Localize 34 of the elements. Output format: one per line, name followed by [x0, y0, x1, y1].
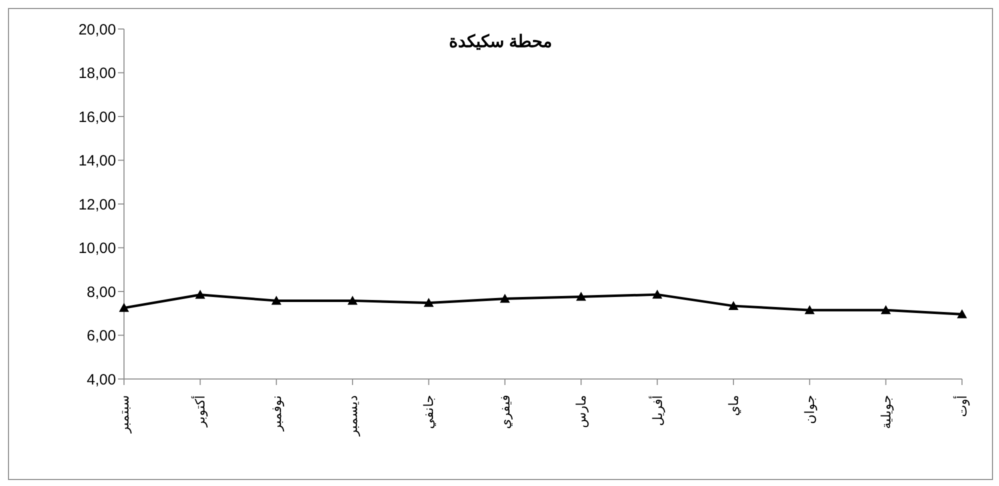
y-tick-label: 18,00 [78, 65, 116, 82]
point [576, 292, 586, 301]
point [880, 305, 891, 314]
point [804, 305, 815, 314]
point [652, 290, 662, 299]
x-tick-label: جويلية [878, 395, 894, 429]
y-tick-label: 14,00 [78, 152, 116, 170]
x-tick-label: نوفمبر [268, 395, 285, 432]
x-tick-label: مارس [574, 395, 590, 428]
y-tick-label: 16,00 [78, 108, 116, 126]
x-tick-label: فيفري [497, 395, 514, 429]
point [500, 294, 510, 303]
y-tick-label: 20,00 [78, 21, 116, 38]
y-tick-label: 8,00 [86, 284, 116, 301]
y-tick-label: 6,00 [86, 328, 116, 345]
chart-title: محطة سكيكدة [449, 32, 552, 51]
x-tick-label: أوت [954, 395, 970, 417]
point [957, 309, 967, 318]
x-tick-label: ديسمبر [345, 395, 362, 437]
x-tick-label: أكتوبر [192, 395, 209, 428]
y-tick-label: 10,00 [78, 240, 116, 258]
point [195, 290, 206, 299]
x-tick-label: أفريل [648, 395, 666, 426]
x-tick-label: جانفي [421, 395, 436, 429]
x-tick-label: ماي [726, 395, 741, 416]
point [119, 302, 129, 312]
x-tick-label: جوان [802, 395, 818, 424]
point [424, 298, 434, 307]
y-tick-label: 12,00 [78, 196, 116, 214]
x-tick-label: سبتمبر [116, 395, 132, 434]
point [271, 296, 282, 305]
point [728, 300, 738, 310]
point [348, 296, 358, 305]
y-tick-label: 4,00 [86, 371, 116, 388]
